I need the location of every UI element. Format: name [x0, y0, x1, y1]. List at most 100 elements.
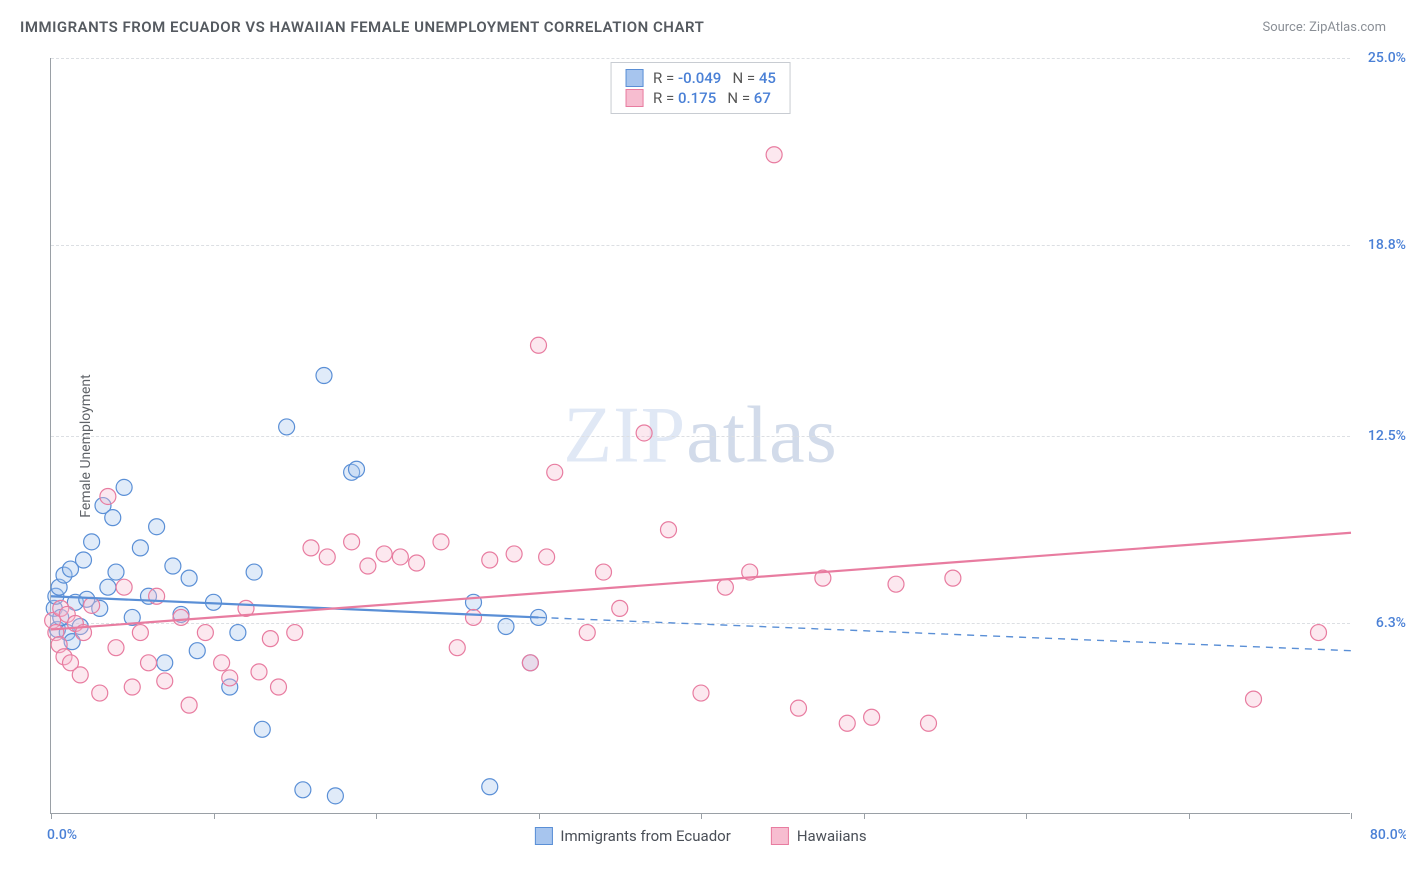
data-point-hawaiians — [124, 679, 140, 695]
data-point-ecuador — [482, 779, 498, 795]
x-tick — [539, 813, 540, 819]
data-point-hawaiians — [100, 488, 116, 504]
data-point-hawaiians — [921, 715, 937, 731]
x-tick — [1351, 813, 1352, 819]
data-point-hawaiians — [864, 709, 880, 725]
legend-label: Immigrants from Ecuador — [560, 827, 730, 845]
data-point-hawaiians — [251, 664, 267, 680]
data-point-ecuador — [108, 564, 124, 580]
x-tick — [214, 813, 215, 819]
legend-row-hawaiians: R = 0.175 N = 67 — [625, 89, 776, 107]
data-point-ecuador — [349, 461, 365, 477]
data-point-ecuador — [189, 643, 205, 659]
data-point-hawaiians — [72, 667, 88, 683]
data-point-ecuador — [149, 519, 165, 535]
data-point-hawaiians — [506, 546, 522, 562]
regression-line-dashed-ecuador — [539, 617, 1352, 650]
data-point-ecuador — [84, 534, 100, 550]
data-point-ecuador — [295, 782, 311, 798]
data-point-hawaiians — [108, 640, 124, 656]
data-point-hawaiians — [181, 697, 197, 713]
legend-row-ecuador: R = -0.049 N = 45 — [625, 69, 776, 87]
data-point-ecuador — [165, 558, 181, 574]
data-point-hawaiians — [173, 609, 189, 625]
y-tick-label: 12.5% — [1356, 428, 1406, 444]
data-point-hawaiians — [596, 564, 612, 580]
data-point-hawaiians — [287, 625, 303, 641]
data-point-hawaiians — [197, 625, 213, 641]
data-point-ecuador — [181, 570, 197, 586]
x-tick — [1026, 813, 1027, 819]
legend-swatch — [625, 89, 643, 107]
data-point-ecuador — [327, 788, 343, 804]
legend-item-ecuador: Immigrants from Ecuador — [534, 827, 730, 845]
data-point-hawaiians — [449, 640, 465, 656]
data-point-hawaiians — [766, 147, 782, 163]
x-tick — [1189, 813, 1190, 819]
data-point-ecuador — [246, 564, 262, 580]
data-point-hawaiians — [116, 579, 132, 595]
y-tick-label: 18.8% — [1356, 237, 1406, 253]
data-point-ecuador — [105, 510, 121, 526]
y-tick-label: 25.0% — [1356, 50, 1406, 66]
data-point-hawaiians — [409, 555, 425, 571]
x-axis-min-label: 0.0% — [47, 827, 77, 843]
data-point-hawaiians — [344, 534, 360, 550]
x-tick — [376, 813, 377, 819]
correlation-legend: R = -0.049 N = 45 R = 0.175 N = 67 — [610, 62, 791, 114]
chart-plot-area: ZIPatlas 6.3%12.5%18.8%25.0% R = -0.049 … — [50, 58, 1350, 814]
legend-swatch — [625, 69, 643, 87]
data-point-hawaiians — [547, 464, 563, 480]
data-point-hawaiians — [579, 625, 595, 641]
data-point-ecuador — [498, 619, 514, 635]
source-link[interactable]: ZipAtlas.com — [1309, 20, 1386, 35]
x-tick — [51, 813, 52, 819]
data-point-ecuador — [279, 419, 295, 435]
data-point-hawaiians — [888, 576, 904, 592]
data-point-hawaiians — [262, 631, 278, 647]
data-point-hawaiians — [214, 655, 230, 671]
data-point-ecuador — [132, 540, 148, 556]
data-point-hawaiians — [482, 552, 498, 568]
data-point-hawaiians — [157, 673, 173, 689]
data-point-hawaiians — [222, 670, 238, 686]
data-point-hawaiians — [717, 579, 733, 595]
data-point-hawaiians — [945, 570, 961, 586]
legend-label: Hawaiians — [797, 827, 867, 845]
data-point-hawaiians — [1246, 691, 1262, 707]
data-point-hawaiians — [132, 625, 148, 641]
x-tick — [701, 813, 702, 819]
data-point-hawaiians — [392, 549, 408, 565]
data-point-hawaiians — [466, 609, 482, 625]
series-legend: Immigrants from Ecuador Hawaiians — [534, 827, 866, 845]
data-point-hawaiians — [531, 337, 547, 353]
data-point-hawaiians — [612, 600, 628, 616]
data-point-hawaiians — [1311, 625, 1327, 641]
x-axis-max-label: 80.0% — [1370, 827, 1406, 843]
data-point-hawaiians — [92, 685, 108, 701]
data-point-hawaiians — [522, 655, 538, 671]
data-point-hawaiians — [303, 540, 319, 556]
data-point-ecuador — [316, 368, 332, 384]
data-point-ecuador — [157, 655, 173, 671]
regression-line-hawaiians — [51, 533, 1351, 630]
data-point-hawaiians — [433, 534, 449, 550]
data-point-ecuador — [230, 625, 246, 641]
data-point-hawaiians — [791, 700, 807, 716]
data-point-hawaiians — [661, 522, 677, 538]
data-point-hawaiians — [141, 655, 157, 671]
data-point-hawaiians — [693, 685, 709, 701]
data-point-hawaiians — [271, 679, 287, 695]
data-point-hawaiians — [839, 715, 855, 731]
scatter-plot-svg — [51, 58, 1350, 813]
chart-title: IMMIGRANTS FROM ECUADOR VS HAWAIIAN FEMA… — [20, 18, 704, 36]
data-point-hawaiians — [376, 546, 392, 562]
data-point-hawaiians — [539, 549, 555, 565]
data-point-hawaiians — [360, 558, 376, 574]
data-point-hawaiians — [84, 597, 100, 613]
x-tick — [864, 813, 865, 819]
y-tick-label: 6.3% — [1356, 615, 1406, 631]
data-point-hawaiians — [319, 549, 335, 565]
data-point-ecuador — [100, 579, 116, 595]
data-point-ecuador — [254, 721, 270, 737]
